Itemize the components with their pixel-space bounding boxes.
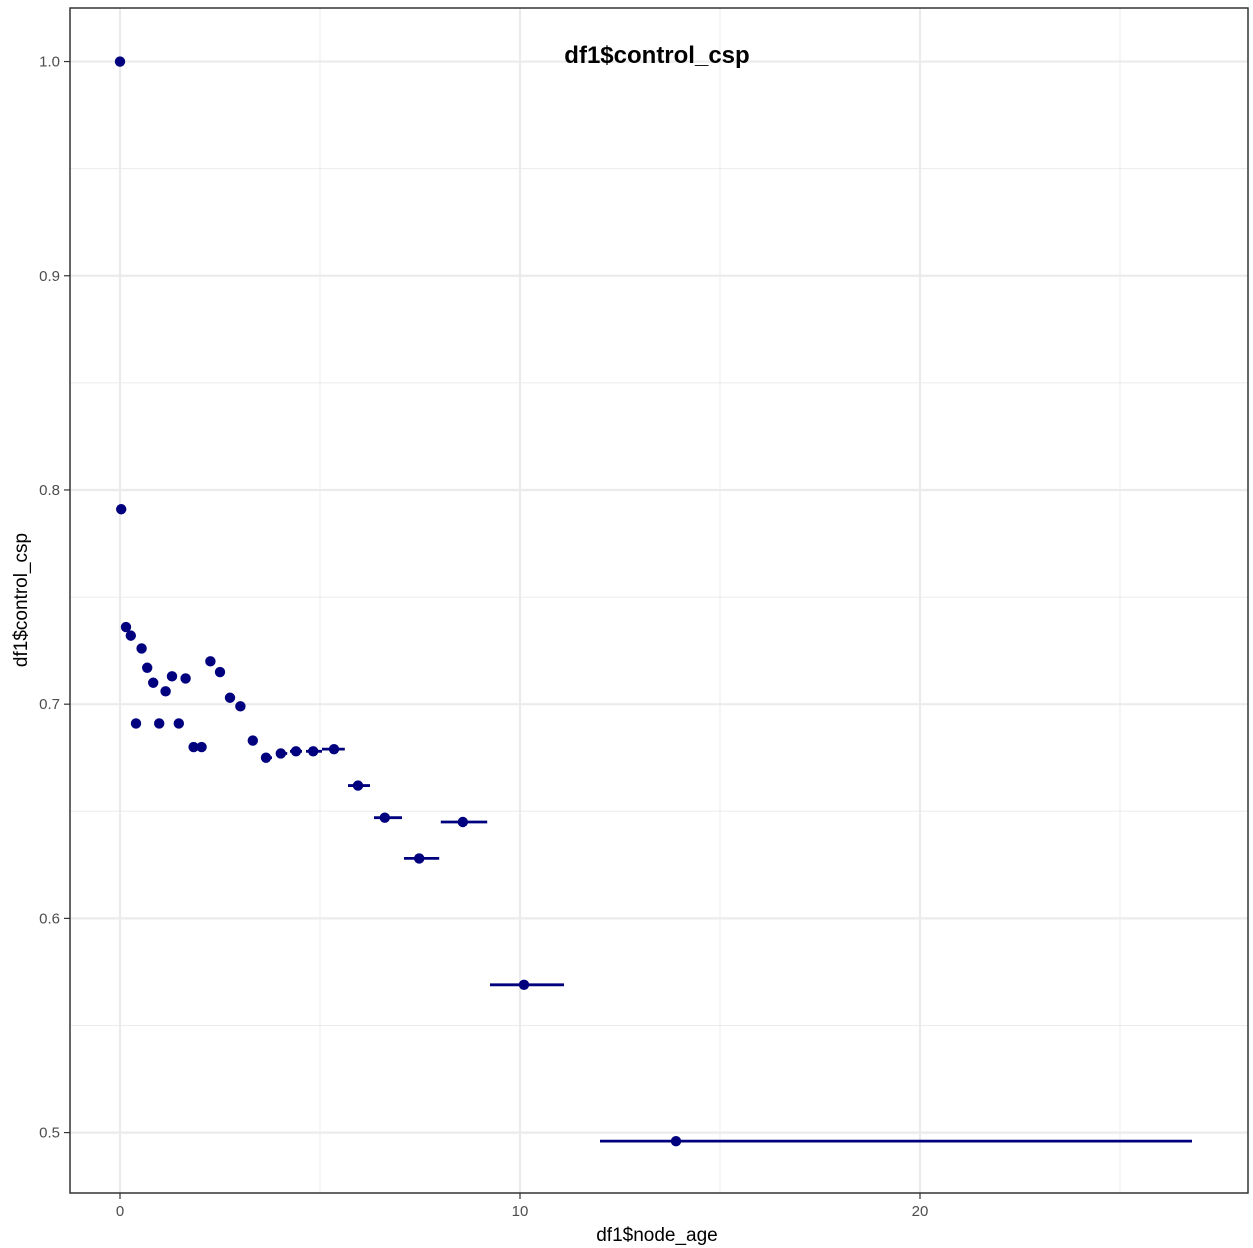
grid-major — [70, 8, 1248, 1193]
grid-minor — [70, 8, 1248, 1193]
data-point — [205, 656, 216, 667]
y-tick-label: 0.9 — [39, 268, 60, 285]
data-point — [224, 692, 236, 703]
data-point — [379, 812, 390, 823]
data-point — [160, 686, 171, 697]
y-tick-label: 0.6 — [39, 910, 60, 927]
x-axis-ticks: 0 10 20 — [116, 1193, 929, 1220]
data-point — [247, 735, 258, 746]
data-point — [180, 673, 191, 684]
data-point — [518, 979, 530, 990]
data-point — [290, 746, 302, 757]
data-point — [188, 741, 199, 753]
data-point — [235, 701, 246, 712]
data-point — [173, 718, 184, 729]
y-tick-label: 1.0 — [39, 54, 60, 71]
data-point — [125, 630, 136, 641]
chart-title: df1$control_csp — [564, 42, 749, 69]
data-point — [116, 504, 127, 515]
data-point — [352, 780, 364, 791]
data-point — [414, 853, 425, 864]
x-tick-label: 10 — [512, 1203, 529, 1220]
data-point — [214, 666, 226, 678]
data-point — [457, 816, 468, 828]
y-axis-ticks: 0.5 0.6 0.7 0.8 0.9 1.0 — [39, 54, 70, 1142]
data-point — [166, 671, 178, 682]
data-point — [136, 643, 147, 654]
y-tick-label: 0.8 — [39, 482, 60, 499]
x-axis-title: df1$node_age — [596, 1225, 718, 1246]
y-tick-label: 0.5 — [39, 1125, 60, 1142]
data-point — [196, 741, 207, 753]
plot-panel — [70, 8, 1248, 1193]
data-points — [114, 56, 682, 1147]
data-point — [142, 662, 153, 673]
plot-border — [69, 7, 1249, 1194]
data-point — [275, 748, 286, 759]
data-point — [130, 718, 142, 729]
y-axis-title: df1$control_csp — [11, 533, 32, 667]
data-point — [148, 677, 159, 688]
data-point — [308, 746, 319, 757]
data-point — [260, 752, 272, 763]
y-tick-label: 0.7 — [39, 696, 60, 713]
data-point — [154, 718, 165, 729]
data-point — [670, 1135, 682, 1147]
data-point — [120, 621, 132, 633]
x-tick-label: 0 — [116, 1203, 124, 1220]
x-tick-label: 20 — [912, 1203, 929, 1220]
data-point — [328, 743, 340, 755]
data-point — [114, 56, 126, 67]
